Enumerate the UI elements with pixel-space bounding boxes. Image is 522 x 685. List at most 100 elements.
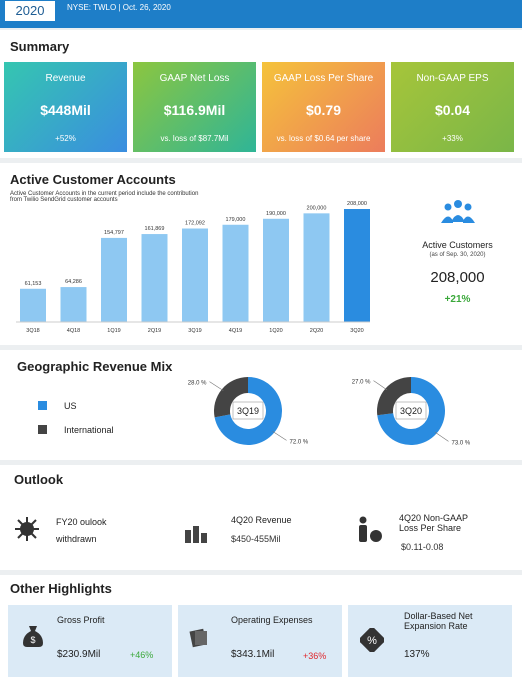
outlook-section [0,465,522,570]
section-title: Other Highlights [10,581,112,596]
donut-segment [214,377,248,418]
outlook-label: 4Q20 Non-GAAP Loss Per Share [399,513,468,533]
coins-icon [185,526,207,543]
highlight-value: $230.9Mil [57,649,101,660]
moneybag-icon: $ [23,626,43,647]
highlight-label: Operating Expenses [231,615,313,625]
outlook-label: FY20 oulook [56,517,107,527]
highlight-change: +46% [130,650,154,660]
section-title: Geographic Revenue Mix [17,359,173,374]
people-icon [441,200,475,223]
leader-line [434,431,449,442]
outlook-value: $450-455Mil [231,534,281,544]
bar [344,209,370,322]
summary-card: GAAP Loss Per Share $0.79 vs. loss of $0.6… [262,62,385,152]
donut-segment [377,377,411,416]
highlight-value: 137% [404,649,430,660]
person-icon [359,516,382,542]
section-title: Outlook [14,472,64,487]
bar [263,218,289,322]
x-tick-label: 1Q20 [269,328,282,334]
subtitle: Active Customer Accounts in the current … [10,191,199,203]
bar-chart: 61,153 3Q18 64,286 4Q18 154,797 1Q19 161,869 2Q… [16,201,370,334]
percent-icon: % [360,628,384,652]
donut-segment [214,377,282,445]
outlook-value: $0.11-0.08 [401,542,444,552]
highlight-change: +36% [303,651,327,661]
ticker: NYSE: TWLO | Oct. 26, 2020 [67,3,171,12]
x-tick-label: 3Q18 [26,328,39,334]
highlight-label: Gross Profit [57,615,105,625]
card-note: +33% [442,134,463,143]
highlight-label: Dollar-Based Net Expansion Rate [404,611,473,631]
value-label: 161,869 [145,226,165,232]
value-label: 61,153 [25,281,42,287]
legend-swatch [38,401,47,410]
header-bar [0,0,522,28]
svg-text:%: % [367,635,377,647]
customers-section [0,163,522,345]
bar [222,224,249,322]
section-title: Active Customer Accounts [10,172,176,187]
leader-line [373,380,388,391]
x-tick-label: 2Q19 [148,328,161,334]
ticker-text: NYSE: TWLO [67,3,117,12]
value-label: 172,092 [185,221,205,227]
legend-label: US [64,401,77,411]
donut-label: 72.0 % [290,439,309,445]
legend-swatch [38,425,47,434]
section-title: Summary [10,39,70,54]
donut-name: 3Q19 [237,406,259,416]
value-label: 190,000 [266,211,286,217]
svg-text:$: $ [30,635,35,645]
value-label: 200,000 [307,205,327,211]
donut-center-box [232,401,264,420]
bar [303,213,330,322]
card-value: $0.79 [305,102,342,118]
card-label: Non-GAAP EPS [416,73,489,84]
expense-icon [189,628,207,648]
x-tick-label: 2Q20 [310,328,323,334]
side-label: Active Customers [422,240,493,250]
highlight-value: $343.1Mil [231,649,275,660]
x-tick-label: 1Q19 [107,328,120,334]
card-label: Revenue [45,73,86,84]
value-label: 64,286 [65,279,82,285]
bar [101,237,127,322]
card-note: vs. loss of $87.7Mil [160,134,229,143]
value-label: 179,000 [226,217,246,223]
legend-label: International [64,425,114,435]
outlook-value: withdrawn [56,534,97,544]
donut-label: 27.0 % [352,380,371,386]
x-tick-label: 3Q20 [350,328,363,334]
summary-card: GAAP Net Loss $116.9Mil vs. loss of $87.7M… [133,62,256,152]
card-value: $448Mil [40,102,91,118]
value-label: 208,000 [347,201,367,207]
card-value: $0.04 [434,102,471,118]
leader-line [209,381,224,391]
side-value: 208,000 [430,269,485,286]
donut-name: 3Q20 [400,406,422,416]
bar [141,234,168,322]
summary-card: Non-GAAP EPS $0.04 +33% [391,62,514,152]
donut-segment [377,377,445,445]
card-value: $116.9Mil [163,102,226,118]
donut-label: 73.0 % [452,440,471,446]
bar [20,288,46,322]
x-tick-label: 4Q19 [229,328,242,334]
summary-card: Revenue $448Mil +52% [4,62,127,152]
donut-label: 28.0 % [188,381,207,387]
year: 2020 [4,0,56,22]
date: Oct. 26, 2020 [122,3,171,12]
leader-line [272,431,287,441]
side-note: (as of Sep. 30, 2020) [429,252,486,258]
bar [60,287,87,322]
x-tick-label: 3Q19 [188,328,201,334]
card-note: vs. loss of $0.64 per share [276,134,371,143]
card-label: GAAP Net Loss [159,73,230,84]
virus-icon [15,517,39,541]
value-label: 154,797 [104,230,124,236]
outlook-label: 4Q20 Revenue [231,515,292,525]
card-label: GAAP Loss Per Share [273,73,374,84]
